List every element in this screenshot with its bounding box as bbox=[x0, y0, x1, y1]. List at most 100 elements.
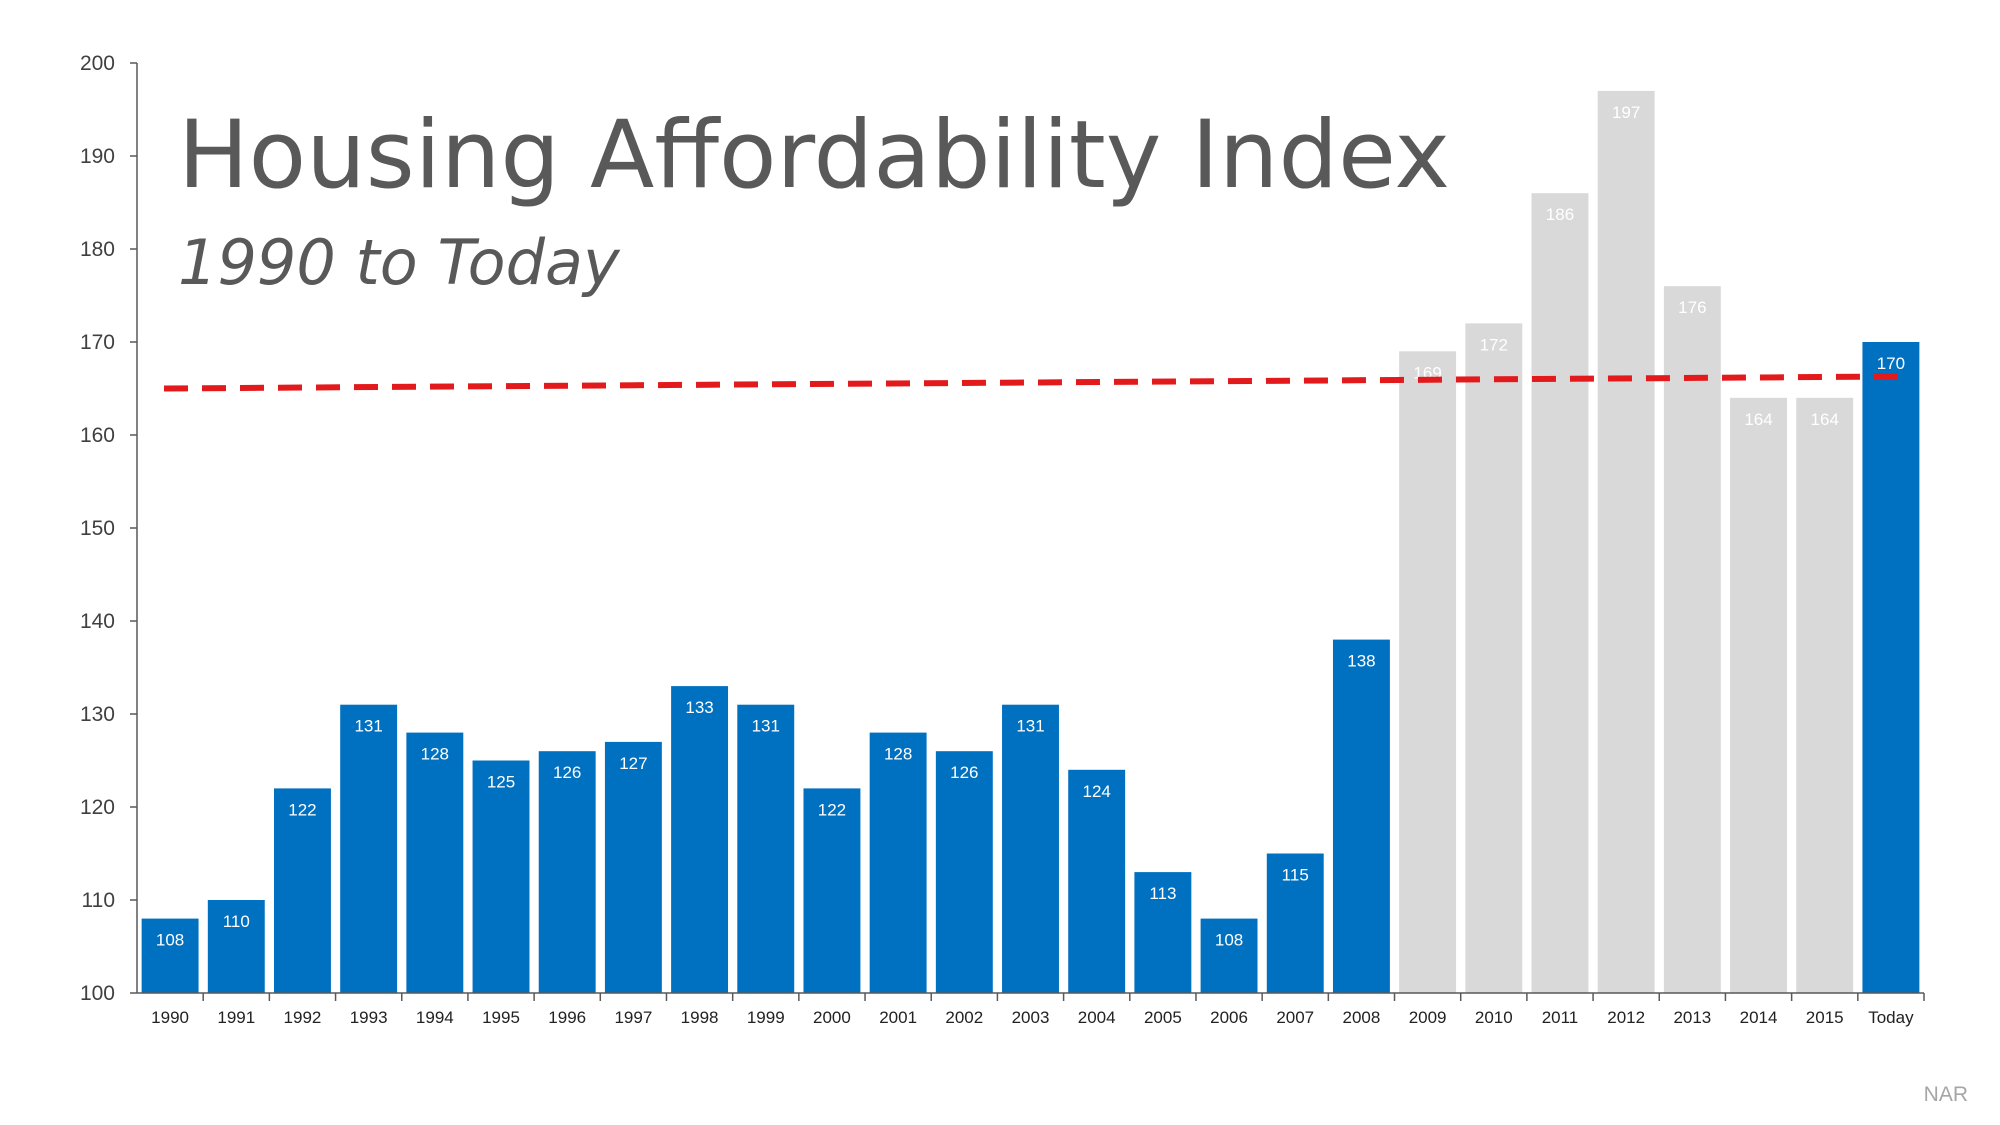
bar bbox=[1068, 769, 1126, 993]
bar bbox=[869, 732, 927, 993]
data-label: 164 bbox=[1811, 410, 1839, 429]
trend-line-group bbox=[163, 373, 1911, 392]
chart-title: Housing Affordability Index bbox=[178, 101, 1450, 210]
data-label: 170 bbox=[1877, 354, 1905, 373]
x-tick-label: 1998 bbox=[681, 1008, 719, 1027]
data-label: 108 bbox=[1215, 931, 1243, 950]
x-tick-label: 2009 bbox=[1409, 1008, 1447, 1027]
y-tick-label: 140 bbox=[80, 610, 115, 633]
x-tick-label: 1994 bbox=[416, 1008, 454, 1027]
bar bbox=[1399, 351, 1457, 993]
bar bbox=[1796, 397, 1854, 993]
x-tick-label: 1991 bbox=[217, 1008, 255, 1027]
x-tick-label: 2015 bbox=[1806, 1008, 1844, 1027]
bar bbox=[472, 760, 530, 993]
bar bbox=[1002, 704, 1059, 993]
x-tick-label: 1999 bbox=[747, 1008, 785, 1027]
x-tick-label: 1993 bbox=[350, 1008, 388, 1027]
x-tick-label: 2005 bbox=[1144, 1008, 1182, 1027]
x-tick-label: Today bbox=[1868, 1008, 1914, 1027]
y-tick-label: 190 bbox=[80, 145, 115, 168]
bar bbox=[141, 918, 199, 993]
bar bbox=[1531, 193, 1589, 993]
data-label: 124 bbox=[1082, 782, 1110, 801]
trend-line bbox=[163, 373, 1911, 392]
bar bbox=[803, 788, 861, 993]
bar bbox=[274, 788, 331, 993]
data-label: 138 bbox=[1347, 652, 1375, 671]
data-label: 108 bbox=[156, 931, 184, 950]
data-label: 122 bbox=[818, 800, 846, 819]
bar bbox=[340, 704, 398, 993]
x-tick-label: 1996 bbox=[548, 1008, 586, 1027]
bar bbox=[1730, 397, 1787, 993]
data-label: 176 bbox=[1678, 298, 1706, 317]
bar bbox=[1465, 323, 1523, 993]
data-label: 186 bbox=[1546, 205, 1574, 224]
data-label: 126 bbox=[553, 763, 581, 782]
y-tick-label: 150 bbox=[80, 517, 115, 540]
x-tick-label: 2004 bbox=[1078, 1008, 1116, 1027]
bar bbox=[1332, 639, 1390, 993]
bar bbox=[1266, 853, 1324, 993]
data-label: 125 bbox=[487, 773, 515, 792]
bar bbox=[671, 686, 729, 993]
data-label: 131 bbox=[354, 717, 382, 736]
y-tick-label: 110 bbox=[82, 889, 115, 912]
bar bbox=[207, 900, 265, 993]
x-tick-label: 2002 bbox=[945, 1008, 983, 1027]
y-tick-label: 130 bbox=[80, 703, 115, 726]
y-tick-label: 120 bbox=[80, 796, 115, 819]
chart-subtitle: 1990 to Today bbox=[178, 226, 621, 299]
data-label: 128 bbox=[884, 745, 912, 764]
x-tick-label: 2001 bbox=[879, 1008, 917, 1027]
x-tick-label: 2011 bbox=[1542, 1008, 1579, 1027]
data-label: 197 bbox=[1612, 103, 1640, 122]
y-tick-label: 160 bbox=[80, 424, 115, 447]
x-tick-label: 2003 bbox=[1012, 1008, 1050, 1027]
source-label: NAR bbox=[1924, 1083, 1968, 1106]
data-label: 110 bbox=[223, 912, 250, 931]
bar bbox=[1597, 90, 1655, 993]
x-tick-label: 2012 bbox=[1607, 1008, 1645, 1027]
data-label: 127 bbox=[619, 754, 647, 773]
bar bbox=[406, 732, 464, 993]
bar bbox=[1663, 286, 1721, 993]
bar bbox=[1134, 872, 1192, 993]
y-tick-label: 100 bbox=[80, 982, 115, 1005]
x-tick-label: 2006 bbox=[1210, 1008, 1248, 1027]
x-tick-label: 2008 bbox=[1343, 1008, 1381, 1027]
y-tick-label: 170 bbox=[80, 331, 115, 354]
data-label: 126 bbox=[950, 763, 978, 782]
data-label: 128 bbox=[421, 745, 449, 764]
x-tick-label: 2000 bbox=[813, 1008, 851, 1027]
x-tick-label: 2010 bbox=[1475, 1008, 1513, 1027]
data-label: 164 bbox=[1744, 410, 1772, 429]
x-tick-label: 2013 bbox=[1673, 1008, 1711, 1027]
bar bbox=[1200, 918, 1258, 993]
x-tick-label: 1992 bbox=[284, 1008, 322, 1027]
y-tick-label: 180 bbox=[80, 238, 115, 261]
x-axis: 1990 1991 1992 1993 1994 1995 1996 1997 1998 1999… bbox=[137, 992, 1925, 1027]
y-axis: 100 110 120 130 140 150 160 170 180 190 200 bbox=[80, 52, 138, 1005]
data-label: 131 bbox=[752, 717, 780, 736]
y-tick-label: 200 bbox=[80, 52, 115, 75]
data-label: 113 bbox=[1149, 884, 1176, 903]
data-label: 115 bbox=[1282, 866, 1309, 885]
data-label: 122 bbox=[288, 800, 316, 819]
bar bbox=[737, 704, 795, 993]
x-tick-label: 1990 bbox=[151, 1008, 189, 1027]
data-label: 172 bbox=[1480, 335, 1508, 354]
bar bbox=[1862, 342, 1920, 993]
bar bbox=[538, 751, 596, 993]
x-tick-label: 2014 bbox=[1740, 1008, 1778, 1027]
bar bbox=[604, 741, 662, 993]
x-tick-label: 1997 bbox=[614, 1008, 652, 1027]
bars: 108 110 122 131 128 125 126 127 133 131 122 128 126 1… bbox=[141, 90, 1920, 993]
x-tick-label: 1995 bbox=[482, 1008, 520, 1027]
bar bbox=[935, 751, 993, 993]
data-label: 133 bbox=[685, 698, 713, 717]
data-label: 131 bbox=[1016, 717, 1044, 736]
x-tick-label: 2007 bbox=[1276, 1008, 1314, 1027]
